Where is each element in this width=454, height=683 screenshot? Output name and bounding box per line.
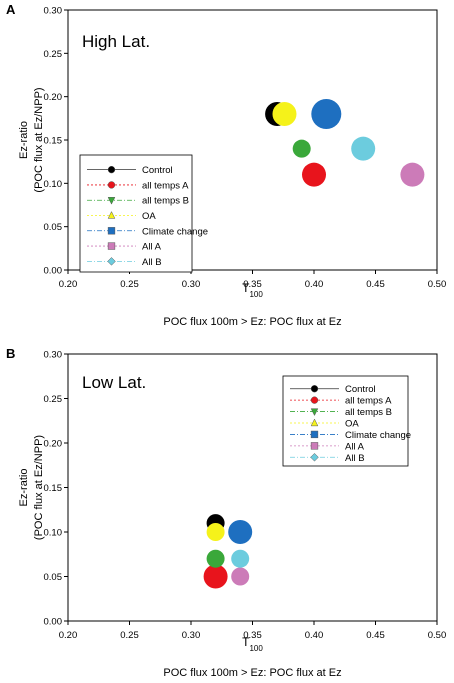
legend-marker-triangle-up: [107, 211, 116, 219]
legend-label: OA: [142, 211, 156, 222]
legend-marker-square: [107, 242, 116, 250]
x-axis-label-line2: POC flux 100m > Ez: POC flux at Ez: [163, 316, 341, 328]
y-tick-label: 0.25: [44, 49, 63, 60]
x-tick-label: 0.35: [243, 630, 262, 641]
panel-label: B: [6, 346, 15, 361]
chart-title: High Lat.: [82, 32, 150, 51]
data-point-climate-change: [311, 99, 342, 129]
data-point-climate-change: [228, 520, 253, 544]
x-tick-label: 0.35: [243, 279, 262, 290]
legend-label: All B: [142, 257, 162, 268]
legend-label: All A: [142, 242, 162, 253]
panel-a: A High Lat. 0.20 0.25 0.30 0.35 0.40 0.45 0.50 0.…: [6, 2, 446, 328]
data-point-oa: [206, 523, 225, 541]
y-axis-label-line2: (POC flux at Ez/NPP): [33, 87, 45, 192]
data-point-all-temps-a: [302, 162, 326, 187]
y-tick-label: 0.00: [44, 266, 63, 277]
y-axis-label: Ez-ratio: [18, 121, 30, 159]
legend-label: All B: [345, 453, 365, 464]
legend-label: OA: [345, 419, 359, 430]
y-tick-label: 0.05: [44, 572, 63, 583]
y-tick-label: 0.00: [44, 617, 63, 628]
legend-marker-triangle-down: [310, 408, 319, 417]
legend-marker-diamond: [107, 257, 116, 266]
legend-label: Control: [142, 165, 173, 176]
x-axis-label-subscript: 100: [249, 290, 263, 299]
legend-label: all temps A: [142, 180, 189, 191]
y-tick-label: 0.30: [44, 350, 63, 361]
data-point-all-a: [400, 162, 425, 187]
y-axis-label: Ez-ratio: [18, 469, 30, 507]
panel-b: B Low Lat. 0.20 0.25 0.30 0.35 0.40 0.45 0.50 0.0…: [6, 346, 446, 679]
y-tick-label: 0.20: [44, 439, 63, 450]
data-point-all-b: [231, 549, 250, 568]
x-tick-label: 0.20: [59, 279, 78, 290]
x-tick-label: 0.45: [366, 279, 385, 290]
legend-marker-diamond: [310, 453, 319, 462]
data-point-all-temps-a: [203, 564, 228, 589]
x-axis-label: T100: [242, 281, 263, 299]
legend-box: [79, 154, 193, 273]
legend-marker-square: [107, 227, 116, 235]
legend-marker-circle: [310, 396, 319, 404]
chart-title: Low Lat.: [82, 373, 146, 392]
x-tick-label: 0.40: [305, 279, 324, 290]
y-tick-label: 0.10: [44, 528, 63, 539]
x-tick-label: 0.20: [59, 630, 78, 641]
legend-marker-triangle-down: [107, 197, 116, 205]
x-axis-label-main: T: [242, 281, 250, 295]
y-tick-label: 0.25: [44, 394, 63, 405]
legend-label: Control: [345, 384, 376, 395]
x-tick-label: 0.40: [305, 630, 324, 641]
x-tick-label: 0.25: [120, 279, 139, 290]
data-point-all-b: [351, 136, 376, 161]
legend-label: Climate change: [345, 430, 411, 441]
x-tick-label: 0.50: [428, 630, 447, 641]
x-tick-label: 0.30: [182, 630, 201, 641]
x-axis-label-line2: POC flux 100m > Ez: POC flux at Ez: [163, 667, 341, 679]
legend-label: all temps A: [345, 396, 392, 407]
legend-label: all temps B: [345, 407, 392, 418]
x-tick-label: 0.45: [366, 630, 385, 641]
x-tick-label: 0.25: [120, 630, 139, 641]
legend-marker-circle: [310, 385, 319, 393]
legend-marker-circle: [107, 181, 116, 189]
legend-box: [282, 375, 409, 467]
y-tick-label: 0.20: [44, 92, 63, 103]
legend-label: All A: [345, 441, 365, 452]
y-axis-label-line2: (POC flux at Ez/NPP): [33, 435, 45, 540]
panel-label: A: [6, 2, 16, 17]
y-tick-label: 0.15: [44, 136, 63, 147]
y-tick-label: 0.30: [44, 6, 63, 17]
legend-label: all temps B: [142, 196, 189, 207]
x-axis-label-subscript: 100: [249, 644, 263, 653]
legend-marker-circle: [107, 165, 116, 174]
legend-marker-square: [310, 430, 319, 439]
x-axis-label: T100: [242, 635, 263, 653]
data-point-all-a: [231, 567, 250, 586]
data-point-oa: [272, 102, 297, 126]
data-point-all-temps-b: [206, 549, 225, 568]
legend-marker-triangle-up: [310, 418, 319, 427]
y-tick-label: 0.10: [44, 179, 63, 190]
y-tick-label: 0.05: [44, 222, 63, 233]
x-tick-label: 0.30: [182, 279, 201, 290]
legend-label: Climate change: [142, 226, 208, 237]
x-axis-label-main: T: [242, 635, 250, 649]
y-tick-label: 0.15: [44, 483, 63, 494]
x-tick-label: 0.50: [428, 279, 447, 290]
legend-marker-square: [310, 442, 319, 450]
data-point-all-temps-b: [292, 139, 311, 158]
